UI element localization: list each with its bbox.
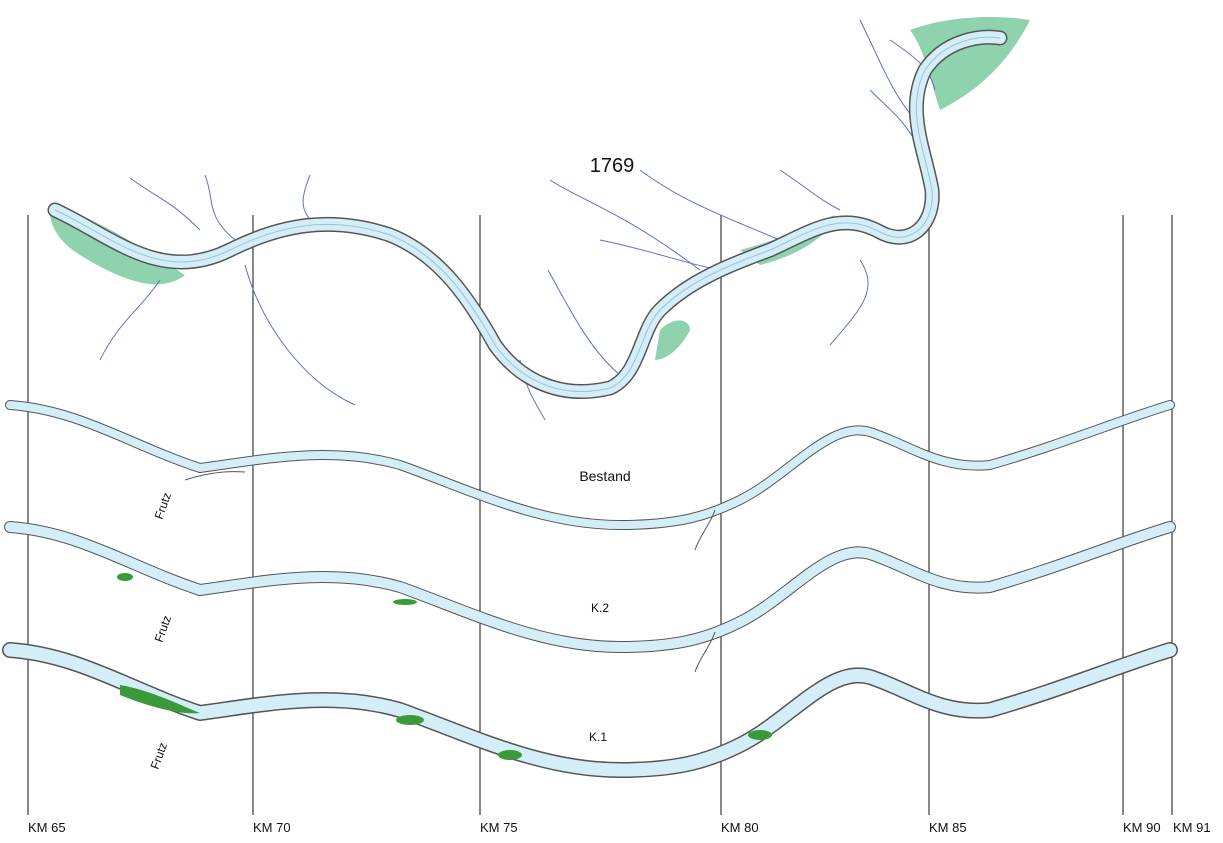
km-label: KM 65 [28,820,66,835]
section-label: Bestand [579,468,630,484]
km-label: KM 75 [480,820,518,835]
km-label: KM 91 [1173,820,1211,835]
section-label: K.2 [591,601,609,615]
variant-k1 [10,650,1170,770]
map-title: 1769 [590,155,635,177]
variant-k2 [10,527,1170,672]
tributary-label: Frutz [152,491,175,521]
tributary-label: Frutz [148,741,171,771]
km-label: KM 85 [929,820,967,835]
historic-river [50,17,1030,420]
tributary-label: Frutz [152,614,175,644]
km-lines [28,215,1172,815]
km-label: KM 80 [721,820,759,835]
section-label: K.1 [589,730,607,744]
km-label: KM 90 [1123,820,1161,835]
river-map: 1769 Bestand K.2 K.1 Frutz Frutz Frutz K… [0,0,1223,838]
km-label: KM 70 [253,820,291,835]
